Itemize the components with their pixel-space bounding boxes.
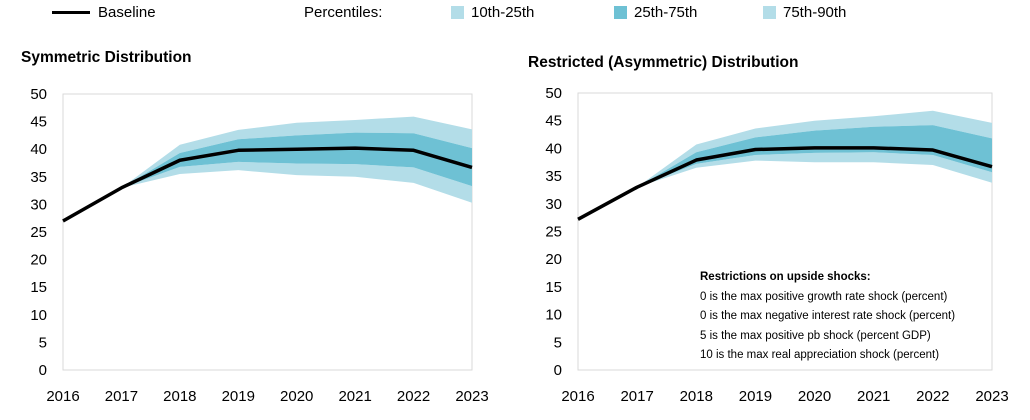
baseline-line xyxy=(577,146,993,221)
y-tick-label: 35 xyxy=(30,169,47,186)
restriction-line-pb: 5 is the max positive pb shock (percent … xyxy=(700,329,931,342)
legend-percentiles-label: Percentiles: xyxy=(304,4,383,21)
legend: Baseline Percentiles: 10th-25th 25th-75t… xyxy=(0,0,1030,30)
y-tick-label: 15 xyxy=(545,279,562,296)
y-tick-label: 35 xyxy=(545,168,562,185)
y-tick-label: 10 xyxy=(545,307,562,324)
restriction-line-appreciation: 10 is the max real appreciation shock (p… xyxy=(700,349,940,361)
legend-baseline-label: Baseline xyxy=(98,4,156,21)
y-tick-label: 20 xyxy=(545,251,562,268)
legend-swatch-75-90 xyxy=(763,6,776,19)
x-tick-label: 2017 xyxy=(105,388,138,405)
chart-title-symmetric: Symmetric Distribution xyxy=(21,49,192,66)
y-tick-label: 40 xyxy=(545,140,562,157)
legend-swatch-10-25 xyxy=(451,6,464,19)
restrictions-note: Restrictions on upside shocks: 0 is the … xyxy=(700,268,955,366)
y-tick-label: 50 xyxy=(545,85,562,102)
chart-symmetric: 0 5 10 15 20 25 30 35 40 45 50 2016 2017 2018 2019 2020… xyxy=(30,86,488,405)
y-tick-label: 0 xyxy=(554,362,562,379)
baseline-line xyxy=(62,146,473,223)
x-tick-label: 2021 xyxy=(338,388,371,405)
x-tick-label: 2019 xyxy=(222,388,255,405)
y-tick-label: 40 xyxy=(30,141,47,158)
band-25th-75th xyxy=(121,132,473,188)
legend-swatch-25-75 xyxy=(614,6,627,19)
restriction-line-interest: 0 is the max negative interest rate shoc… xyxy=(700,310,956,322)
x-tick-label: 2023 xyxy=(975,388,1008,405)
plot-frame xyxy=(577,92,993,371)
x-tick-label: 2023 xyxy=(455,388,488,405)
legend-label-25-75: 25th-75th xyxy=(634,4,698,21)
legend-baseline-line xyxy=(52,11,90,14)
y-tick-label: 30 xyxy=(545,196,562,213)
x-tick-label: 2016 xyxy=(561,388,594,405)
y-tick-label: 45 xyxy=(545,113,562,130)
band-25th-75th xyxy=(637,125,992,188)
y-tick-label: 45 xyxy=(30,114,47,131)
restriction-line-growth: 0 is the max positive growth rate shock … xyxy=(700,290,948,303)
y-tick-label: 5 xyxy=(554,334,562,351)
restrictions-header: Restrictions on upside shocks: xyxy=(700,271,871,283)
plot-frame xyxy=(62,93,473,371)
band-10th-25th xyxy=(637,152,992,188)
y-tick-label: 25 xyxy=(30,224,47,241)
x-tick-label: 2016 xyxy=(46,388,79,405)
x-tick-label: 2020 xyxy=(798,388,831,405)
legend-label-10-25: 10th-25th xyxy=(471,4,535,21)
legend-item-25-75: 25th-75th xyxy=(614,4,697,21)
x-tick-label: 2022 xyxy=(397,388,430,405)
band-75th-90th xyxy=(637,110,992,188)
legend-item-10-25: 10th-25th xyxy=(451,4,534,21)
y-tick-label: 25 xyxy=(545,224,562,241)
y-tick-label: 0 xyxy=(39,362,47,379)
x-tick-label: 2019 xyxy=(739,388,772,405)
band-75th-90th xyxy=(121,116,473,188)
y-tick-label: 50 xyxy=(30,86,47,103)
y-tick-label: 20 xyxy=(30,252,47,269)
y-tick-label: 10 xyxy=(30,307,47,324)
y-tick-label: 5 xyxy=(39,334,47,351)
x-tick-label: 2022 xyxy=(916,388,949,405)
x-tick-label: 2017 xyxy=(620,388,653,405)
y-tick-label: 15 xyxy=(30,279,47,296)
band-10th-25th xyxy=(121,161,473,203)
x-tick-label: 2018 xyxy=(680,388,713,405)
chart-title-restricted: Restricted (Asymmetric) Distribution xyxy=(528,54,799,71)
legend-item-75-90: 75th-90th xyxy=(763,4,846,21)
legend-label-75-90: 75th-90th xyxy=(783,4,847,21)
x-tick-label: 2020 xyxy=(280,388,313,405)
x-tick-label: 2021 xyxy=(857,388,890,405)
x-tick-label: 2018 xyxy=(163,388,196,405)
legend-baseline: Baseline xyxy=(52,4,156,21)
y-tick-label: 30 xyxy=(30,196,47,213)
